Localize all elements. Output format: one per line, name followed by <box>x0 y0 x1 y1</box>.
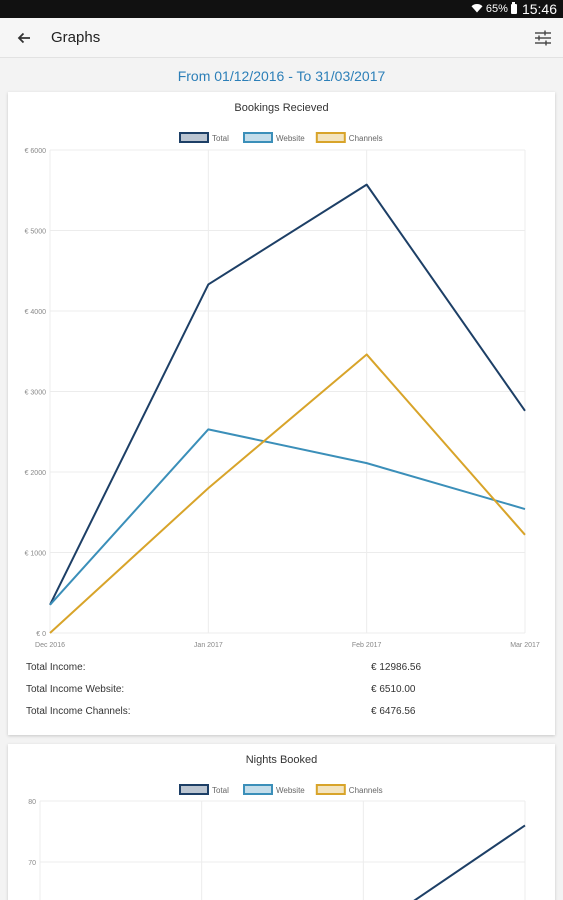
series-line-website <box>49 428 526 606</box>
wifi-icon <box>471 3 483 16</box>
legend-label-channels: Channels <box>349 786 383 795</box>
filter-button[interactable] <box>531 26 555 50</box>
series-line-total <box>49 183 526 606</box>
legend-swatch-website <box>243 784 273 795</box>
y-tick-label: € 3000 <box>25 390 47 397</box>
legend-swatch-channels <box>315 784 346 795</box>
legend-label-total: Total <box>212 134 229 143</box>
battery-icon <box>510 2 517 14</box>
total-income-value: € 12986.56 <box>371 662 422 673</box>
sliders-icon <box>535 30 551 46</box>
legend-label-website: Website <box>276 134 305 143</box>
legend-label-channels: Channels <box>349 134 383 143</box>
back-button[interactable] <box>12 26 36 50</box>
channels-income-value: € 6476.56 <box>371 706 416 717</box>
website-income-row: Total Income Website: € 6510.00 <box>26 681 546 703</box>
total-income-row: Total Income: € 12986.56 <box>26 659 546 681</box>
chart-title: Nights Booked <box>246 754 318 766</box>
status-icons: 65% 15:46 <box>471 1 557 17</box>
y-tick-label: € 5000 <box>25 229 47 236</box>
x-tick-label: Dec 2016 <box>35 642 65 649</box>
x-tick-label: Feb 2017 <box>352 642 382 649</box>
series-line-total <box>413 824 526 900</box>
y-tick-label: € 2000 <box>25 470 47 477</box>
x-tick-label: Jan 2017 <box>194 642 223 649</box>
totals-list: Total Income: € 12986.56 Total Income We… <box>26 659 546 725</box>
legend-label-website: Website <box>276 786 305 795</box>
series-line-channels <box>49 353 526 634</box>
page-title: Graphs <box>51 29 101 46</box>
legend-swatch-total <box>179 132 209 143</box>
chart-title: Bookings Recieved <box>234 102 328 114</box>
bookings-card: Bookings Recieved Total Website Channels € 0… <box>8 92 555 735</box>
date-range: From 01/12/2016 - To 31/03/2017 <box>177 68 386 84</box>
clock: 15:46 <box>521 1 557 17</box>
y-tick-label: € 1000 <box>25 551 47 558</box>
app-bar: Graphs <box>0 18 563 58</box>
nights-chart: Nights BookedTotalWebsiteChannels607080 <box>28 754 526 900</box>
legend-swatch-channels <box>315 132 346 143</box>
total-income-label: Total Income: <box>26 662 86 673</box>
y-tick-label: € 4000 <box>25 309 47 316</box>
battery-percent: 65% <box>485 3 508 15</box>
arrow-left-icon <box>17 32 30 44</box>
y-tick-label: € 6000 <box>25 148 47 155</box>
channels-income-label: Total Income Channels: <box>26 706 131 717</box>
content: From 01/12/2016 - To 31/03/2017 Bookings… <box>0 58 563 900</box>
website-income-value: € 6510.00 <box>371 684 416 695</box>
y-tick-label: 80 <box>28 799 36 806</box>
x-tick-label: Mar 2017 <box>510 642 540 649</box>
legend-swatch-website <box>243 132 273 143</box>
y-tick-label: 70 <box>28 860 36 867</box>
status-bar: 65% 15:46 <box>0 0 563 18</box>
y-tick-label: € 0 <box>36 631 46 638</box>
legend-label-total: Total <box>212 786 229 795</box>
website-income-label: Total Income Website: <box>26 684 125 695</box>
legend-swatch-total <box>179 784 209 795</box>
nights-card: Nights BookedTotalWebsiteChannels607080 <box>8 744 555 900</box>
bookings-chart: Bookings Recieved Total Website Channels € 0… <box>25 102 540 649</box>
channels-income-row: Total Income Channels: € 6476.56 <box>26 703 546 725</box>
